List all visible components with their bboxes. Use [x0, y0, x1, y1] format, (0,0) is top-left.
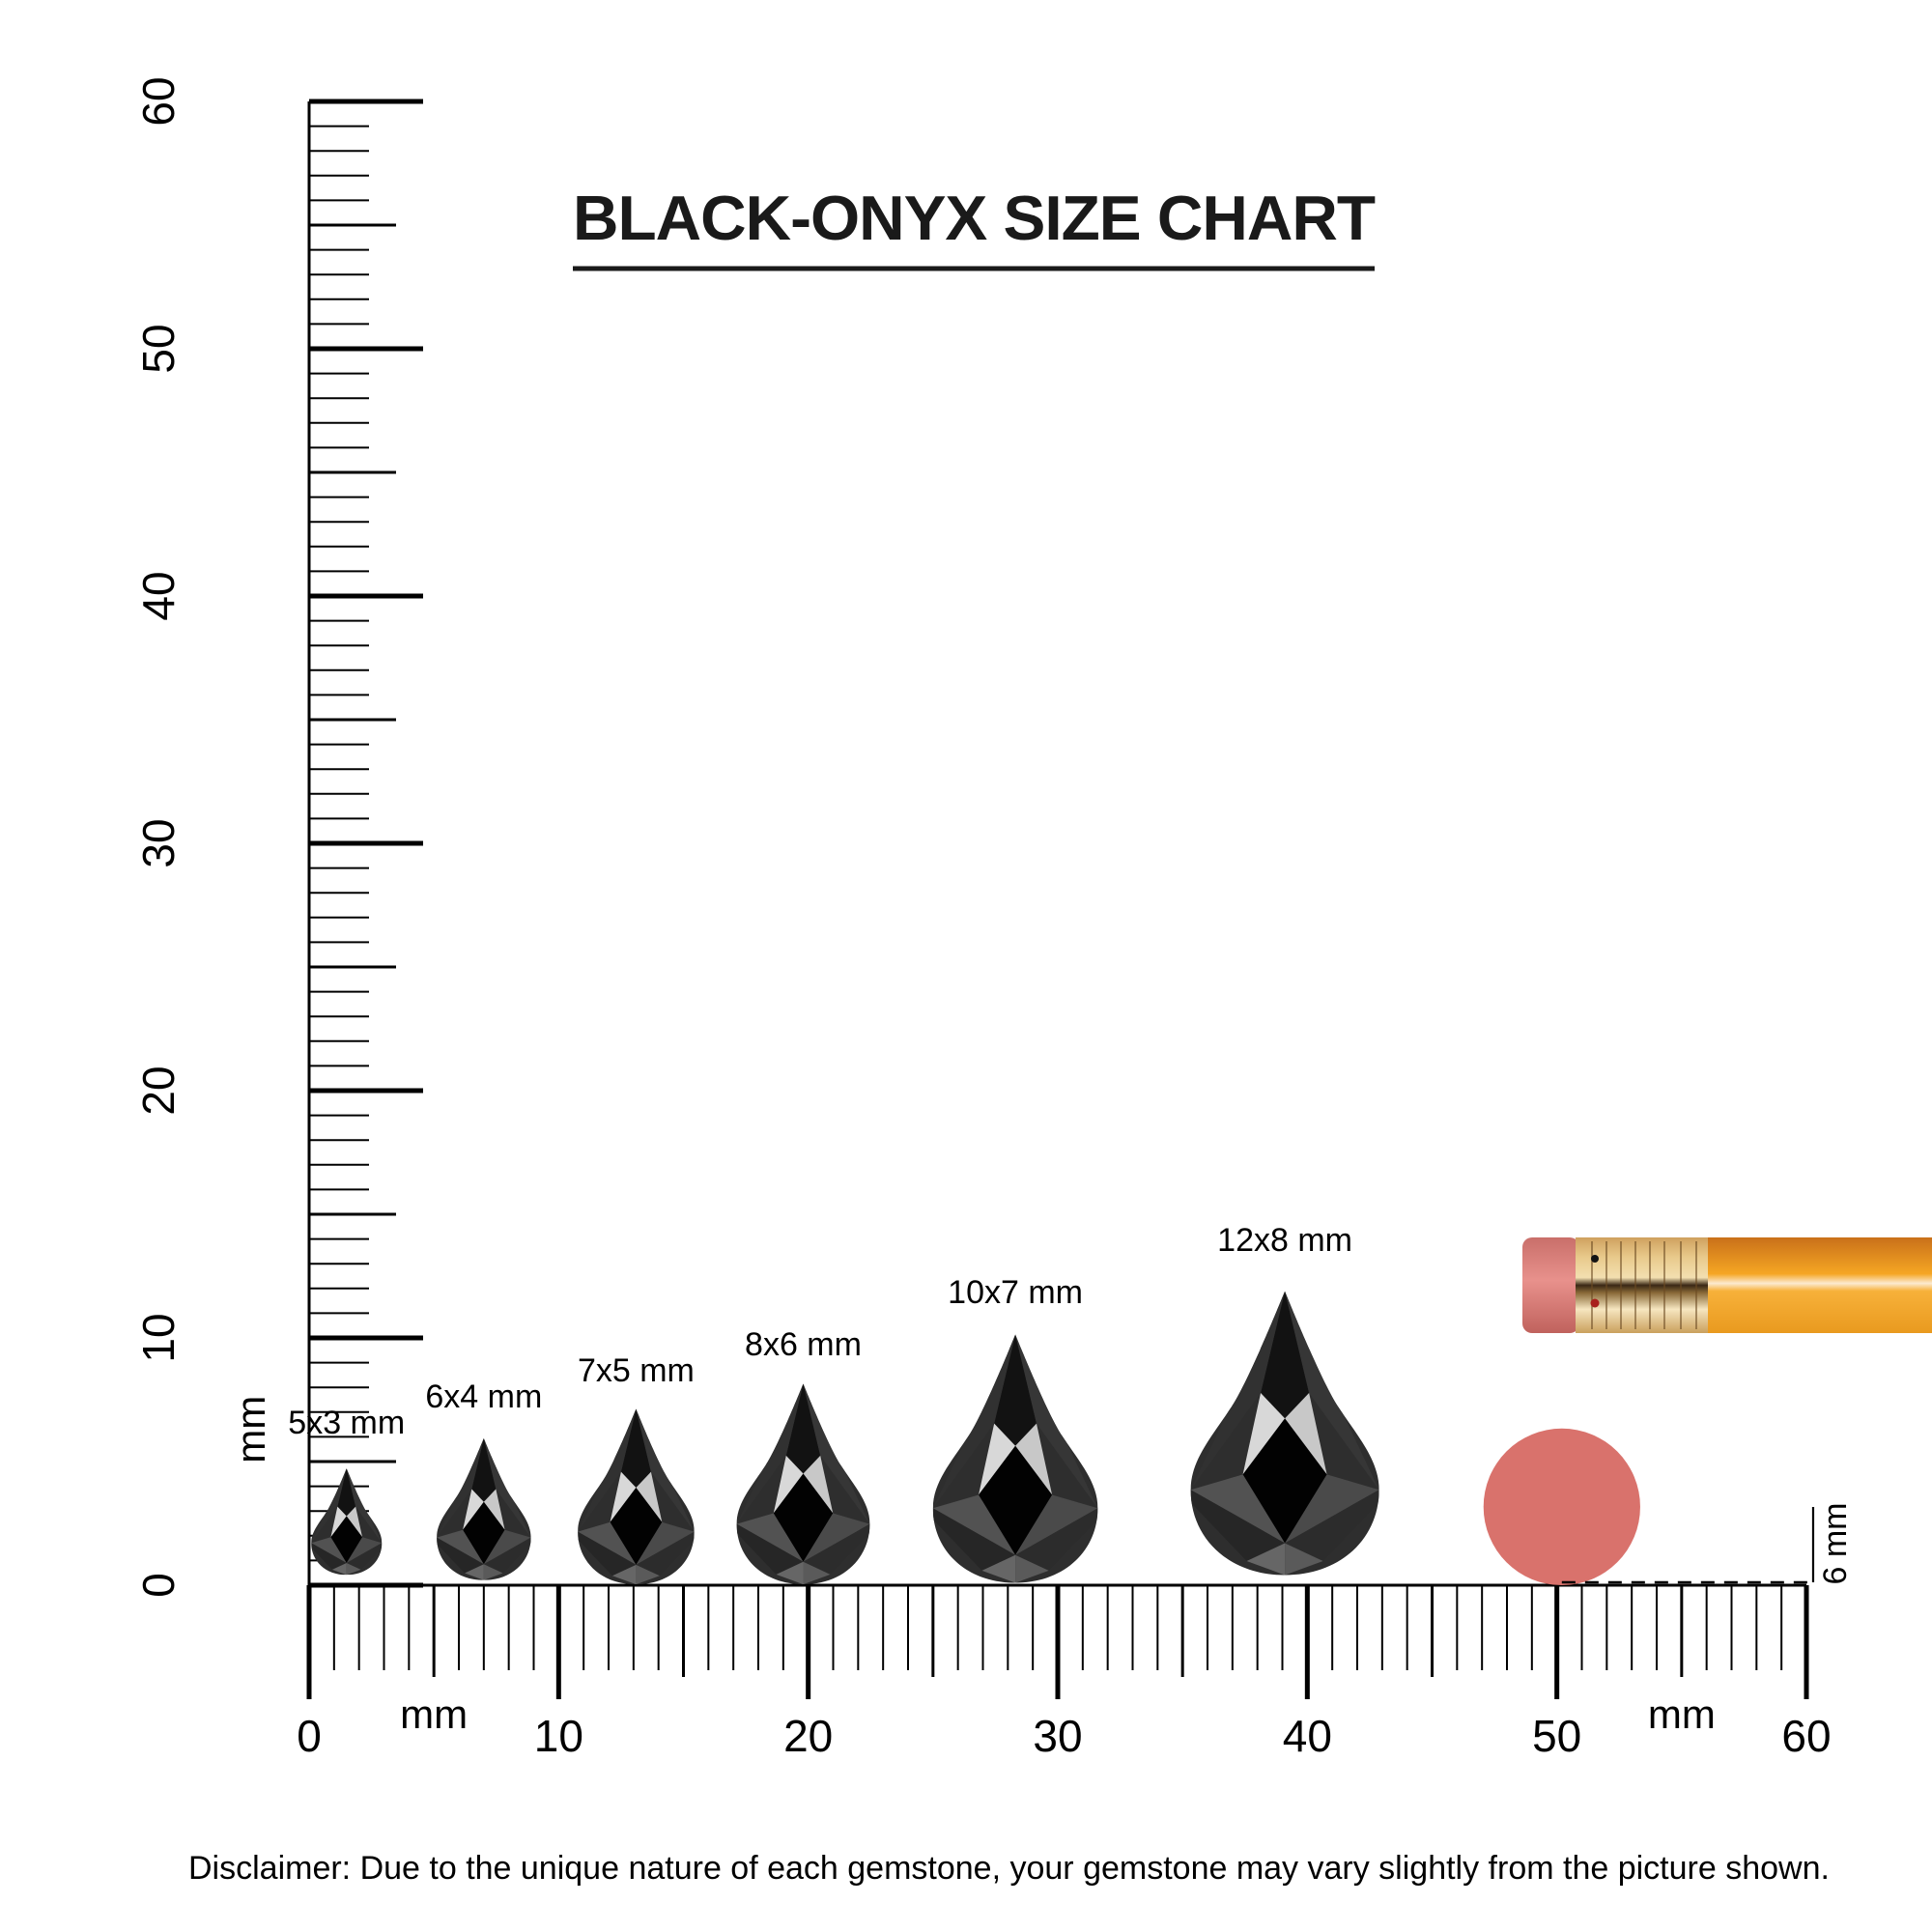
- svg-text:30: 30: [133, 818, 184, 867]
- svg-text:10: 10: [534, 1711, 583, 1761]
- svg-text:7x5 mm: 7x5 mm: [578, 1352, 695, 1389]
- svg-text:5x3 mm: 5x3 mm: [288, 1405, 405, 1441]
- svg-text:30: 30: [1033, 1711, 1082, 1761]
- svg-text:60: 60: [1781, 1711, 1831, 1761]
- svg-text:0: 0: [297, 1711, 322, 1761]
- svg-text:BLACK-ONYX SIZE CHART: BLACK-ONYX SIZE CHART: [573, 183, 1375, 253]
- svg-text:6 mm: 6 mm: [1817, 1503, 1854, 1585]
- svg-text:20: 20: [783, 1711, 833, 1761]
- svg-text:60: 60: [133, 76, 184, 126]
- svg-text:50: 50: [133, 324, 184, 373]
- svg-text:50: 50: [1532, 1711, 1581, 1761]
- svg-text:40: 40: [133, 571, 184, 620]
- svg-text:12x8 mm: 12x8 mm: [1217, 1222, 1352, 1259]
- svg-text:mm: mm: [400, 1691, 468, 1737]
- svg-text:10: 10: [133, 1313, 184, 1362]
- svg-text:8x6 mm: 8x6 mm: [745, 1326, 862, 1363]
- svg-text:40: 40: [1283, 1711, 1332, 1761]
- svg-text:10x7 mm: 10x7 mm: [948, 1274, 1083, 1311]
- svg-text:0: 0: [133, 1573, 184, 1598]
- svg-text:20: 20: [133, 1065, 184, 1115]
- svg-text:6x4 mm: 6x4 mm: [425, 1378, 542, 1415]
- svg-text:mm: mm: [1648, 1691, 1716, 1737]
- svg-text:mm: mm: [228, 1396, 273, 1463]
- svg-text:Disclaimer: Due to the unique: Disclaimer: Due to the unique nature of …: [188, 1850, 1830, 1887]
